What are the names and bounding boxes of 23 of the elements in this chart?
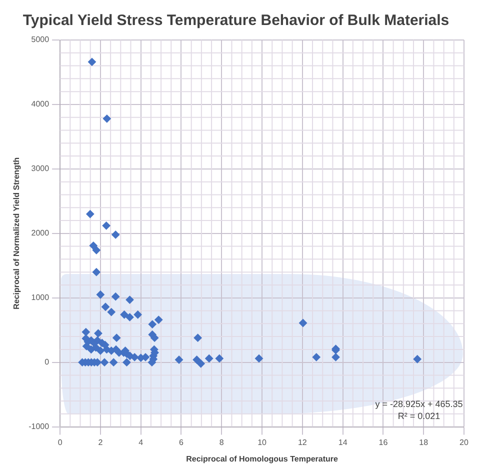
x-tick-label: 4 (138, 438, 144, 447)
y-tick-label: 0 (44, 358, 50, 367)
x-tick-label: 14 (338, 438, 348, 447)
chart-title: Typical Yield Stress Temperature Behavior of Bulk Materials (22, 12, 450, 30)
y-tick-label: 4000 (31, 100, 50, 109)
x-tick-label: 10 (258, 438, 268, 447)
y-tick-label: 1000 (31, 293, 50, 302)
y-axis-title: Reciprocal of Normalized Yield Strength (12, 157, 22, 310)
y-tick-label: 2000 (31, 228, 50, 238)
y-tick-label: 5000 (31, 35, 50, 44)
annotation: y = -28.925x + 465.35 (375, 398, 463, 409)
x-axis-title: Reciprocal of Homologous Temperature (186, 454, 339, 464)
x-tick-label: 12 (298, 438, 308, 447)
x-tick-label: 16 (378, 438, 388, 447)
annotation: R² = 0.021 (398, 410, 440, 421)
x-tick-label: 18 (419, 438, 429, 447)
x-tick-label: 0 (58, 438, 63, 447)
x-tick-label: 20 (460, 438, 469, 447)
x-tick-label: 8 (219, 438, 224, 447)
x-tick-label: 6 (179, 438, 184, 447)
y-tick-label: 3000 (31, 164, 50, 174)
y-tick-label: -1000 (28, 422, 50, 432)
x-tick-label: 2 (98, 438, 104, 447)
